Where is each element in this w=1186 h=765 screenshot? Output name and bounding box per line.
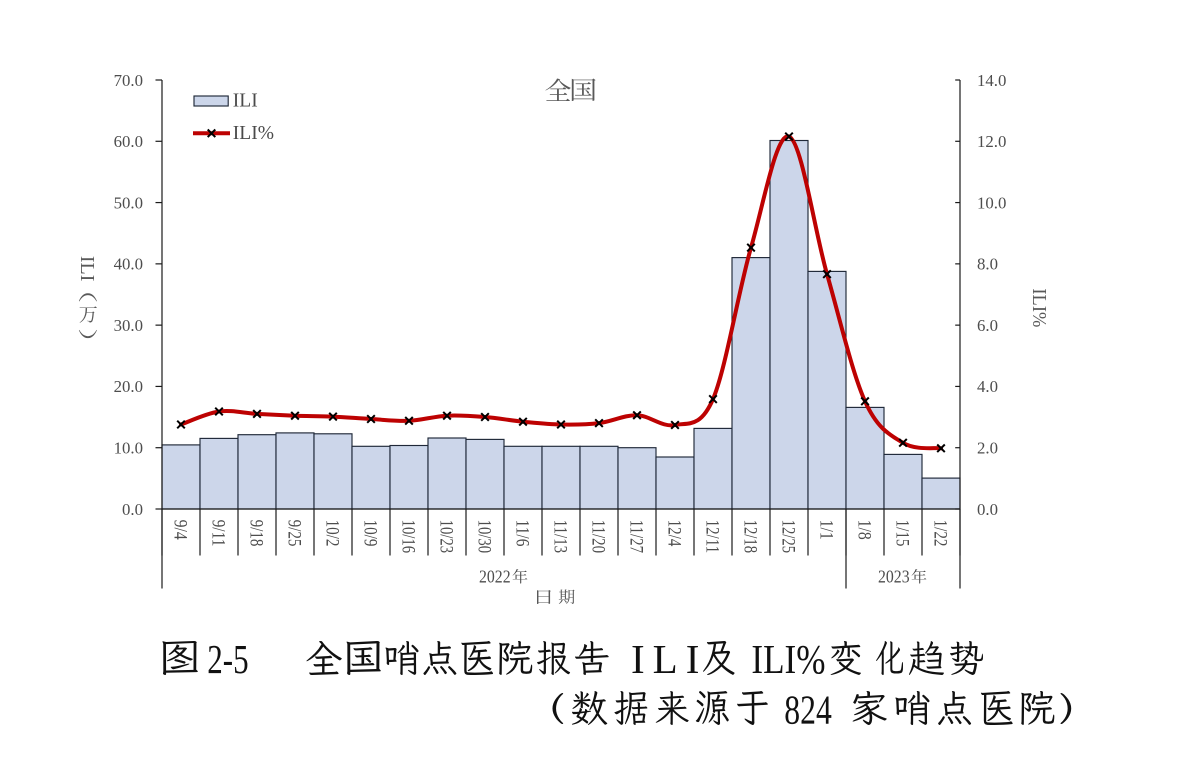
svg-text:9/18: 9/18 [245, 520, 266, 547]
svg-text:50.0: 50.0 [114, 193, 143, 212]
svg-text:30.0: 30.0 [114, 316, 143, 335]
svg-text:12.0: 12.0 [977, 132, 1006, 151]
svg-text:20.0: 20.0 [114, 377, 143, 396]
svg-text:40.0: 40.0 [114, 255, 143, 274]
svg-text:10.0: 10.0 [114, 439, 143, 458]
svg-text:9/11: 9/11 [207, 520, 228, 547]
svg-text:70.0: 70.0 [114, 71, 143, 90]
svg-text:6.0: 6.0 [977, 316, 998, 335]
svg-text:2-5: 2-5 [207, 636, 248, 682]
svg-text:2023: 2023 [878, 567, 910, 587]
svg-text:12/11: 12/11 [701, 520, 722, 554]
svg-text:12/25: 12/25 [777, 520, 798, 554]
svg-text:ILI%: ILI% [233, 123, 274, 144]
svg-text:9/25: 9/25 [283, 520, 304, 547]
svg-text:10.0: 10.0 [977, 193, 1006, 212]
svg-text:ILI%: ILI% [1028, 288, 1050, 327]
svg-text:14.0: 14.0 [977, 71, 1006, 90]
svg-text:8.0: 8.0 [977, 255, 998, 274]
svg-text:ILI: ILI [631, 636, 707, 682]
svg-text:1/1: 1/1 [815, 520, 836, 540]
svg-text:ILI: ILI [76, 256, 98, 282]
svg-text:11/27: 11/27 [625, 520, 646, 554]
svg-text:0.0: 0.0 [122, 500, 143, 519]
svg-text:60.0: 60.0 [114, 132, 143, 151]
svg-text:11/6: 11/6 [511, 520, 532, 547]
svg-text:ILI: ILI [233, 91, 258, 112]
svg-text:10/23: 10/23 [435, 520, 456, 554]
svg-text:2.0: 2.0 [977, 439, 998, 458]
svg-text:11/20: 11/20 [587, 520, 608, 554]
svg-text:1/22: 1/22 [929, 520, 950, 547]
svg-text:824: 824 [784, 687, 832, 733]
svg-text:1/15: 1/15 [891, 520, 912, 547]
svg-text:1/8: 1/8 [853, 520, 874, 540]
svg-text:11/13: 11/13 [549, 520, 570, 554]
svg-text:9/4: 9/4 [169, 520, 190, 541]
svg-text:0.0: 0.0 [977, 500, 998, 519]
svg-text:ILI%: ILI% [751, 636, 825, 682]
svg-text:10/9: 10/9 [359, 520, 380, 547]
svg-text:2022: 2022 [479, 567, 511, 587]
svg-text:12/4: 12/4 [663, 520, 684, 547]
svg-text:10/2: 10/2 [321, 520, 342, 547]
svg-text:10/16: 10/16 [397, 520, 418, 554]
svg-text:4.0: 4.0 [977, 377, 998, 396]
svg-text:10/30: 10/30 [473, 520, 494, 554]
svg-text:12/18: 12/18 [739, 520, 760, 554]
